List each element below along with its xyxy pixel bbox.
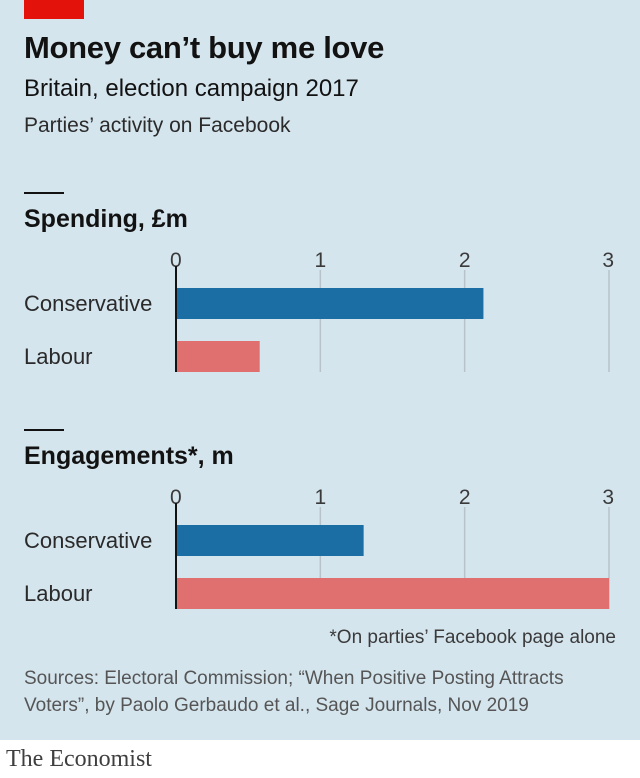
engagements-bar-conservative [176,525,364,556]
spending-tick-label-3: 3 [602,249,614,272]
engagements-tick-label-0: 0 [170,486,182,509]
spending-panel-title: Spending, £m [24,205,188,233]
engagements-title-rule [24,429,64,431]
brand-red-tag [24,0,84,19]
chart-description: Parties’ activity on Facebook [24,114,291,137]
spending-bar-labour [176,341,260,372]
bar-charts: Spending, £m 0 1 2 3 Conservative Labour Engage… [24,192,614,609]
spending-bar-conservative [176,288,484,319]
spending-tick-label-1: 1 [314,249,326,272]
spending-title-rule [24,192,64,194]
engagements-category-label-conservative: Conservative [24,528,152,553]
economist-logo: The Economist [6,746,152,772]
engagements-bar-labour [176,578,609,609]
engagements-category-label-labour: Labour [24,581,93,606]
engagements-panel-title: Engagements*, m [24,442,234,470]
spending-tick-label-2: 2 [459,249,471,272]
spending-category-label-labour: Labour [24,344,93,369]
spending-tick-label-0: 0 [170,249,182,272]
engagements-tick-label-2: 2 [459,486,471,509]
spending-category-label-conservative: Conservative [24,291,152,316]
engagements-tick-label-3: 3 [602,486,614,509]
engagements-tick-label-1: 1 [314,486,326,509]
chart-title: Money can’t buy me love [24,30,385,65]
source-note: Sources: Electoral Commission; “When Pos… [24,668,564,716]
footnote: *On parties’ Facebook page alone [329,627,616,648]
chart-subtitle: Britain, election campaign 2017 [24,75,359,102]
